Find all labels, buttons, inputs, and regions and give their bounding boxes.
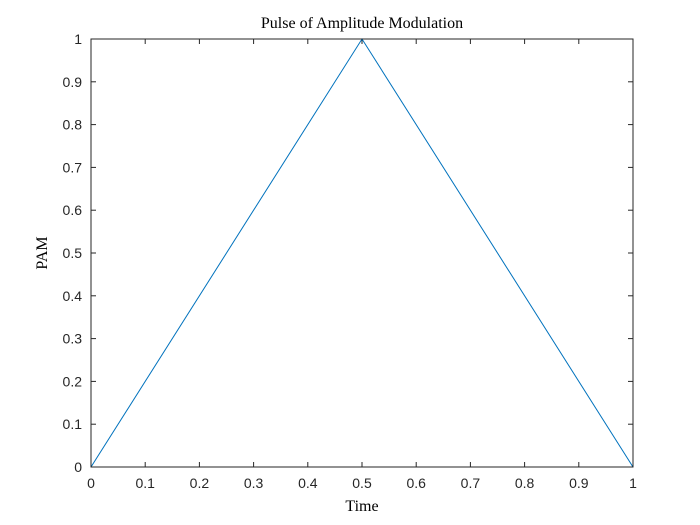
plot-area [91,39,633,467]
x-axis-label: Time [345,498,378,515]
y-tick-label: 0.1 [63,416,83,432]
y-tick-label: 0.5 [63,245,83,261]
x-tick-label: 0.8 [515,475,535,491]
y-tick-label: 0.4 [63,288,83,304]
y-tick-label: 0.3 [63,331,83,347]
y-tick-label: 0.9 [63,74,83,90]
x-tick-label: 0.5 [352,475,372,491]
y-tick-label: 1 [74,31,82,47]
plot-frame [90,38,634,468]
x-tick-label: 0.3 [244,475,264,491]
x-tick-label: 0.6 [406,475,426,491]
y-tick-label: 0.6 [63,202,83,218]
x-tick-label: 0.9 [569,475,589,491]
y-tick-label: 0 [74,459,82,475]
x-tick-label: 0.4 [298,475,318,491]
x-tick-label: 0.2 [190,475,210,491]
x-tick-label: 0 [87,475,95,491]
x-tick-label: 1 [629,475,637,491]
y-tick-labels: 0 0.1 0.2 0.3 0.4 0.5 0.6 0.7 0.8 0.9 1 [63,31,83,475]
y-axis-label: PAM [34,236,51,269]
y-tick-label: 0.7 [63,159,83,175]
x-tick-labels: 0 0.1 0.2 0.3 0.4 0.5 0.6 0.7 0.8 0.9 1 [87,475,637,491]
chart-title: Pulse of Amplitude Modulation [261,15,463,32]
x-tick-label: 0.7 [461,475,481,491]
y-tick-label: 0.8 [63,117,83,133]
x-tick-label: 0.1 [135,475,155,491]
y-tick-label: 0.2 [63,373,83,389]
